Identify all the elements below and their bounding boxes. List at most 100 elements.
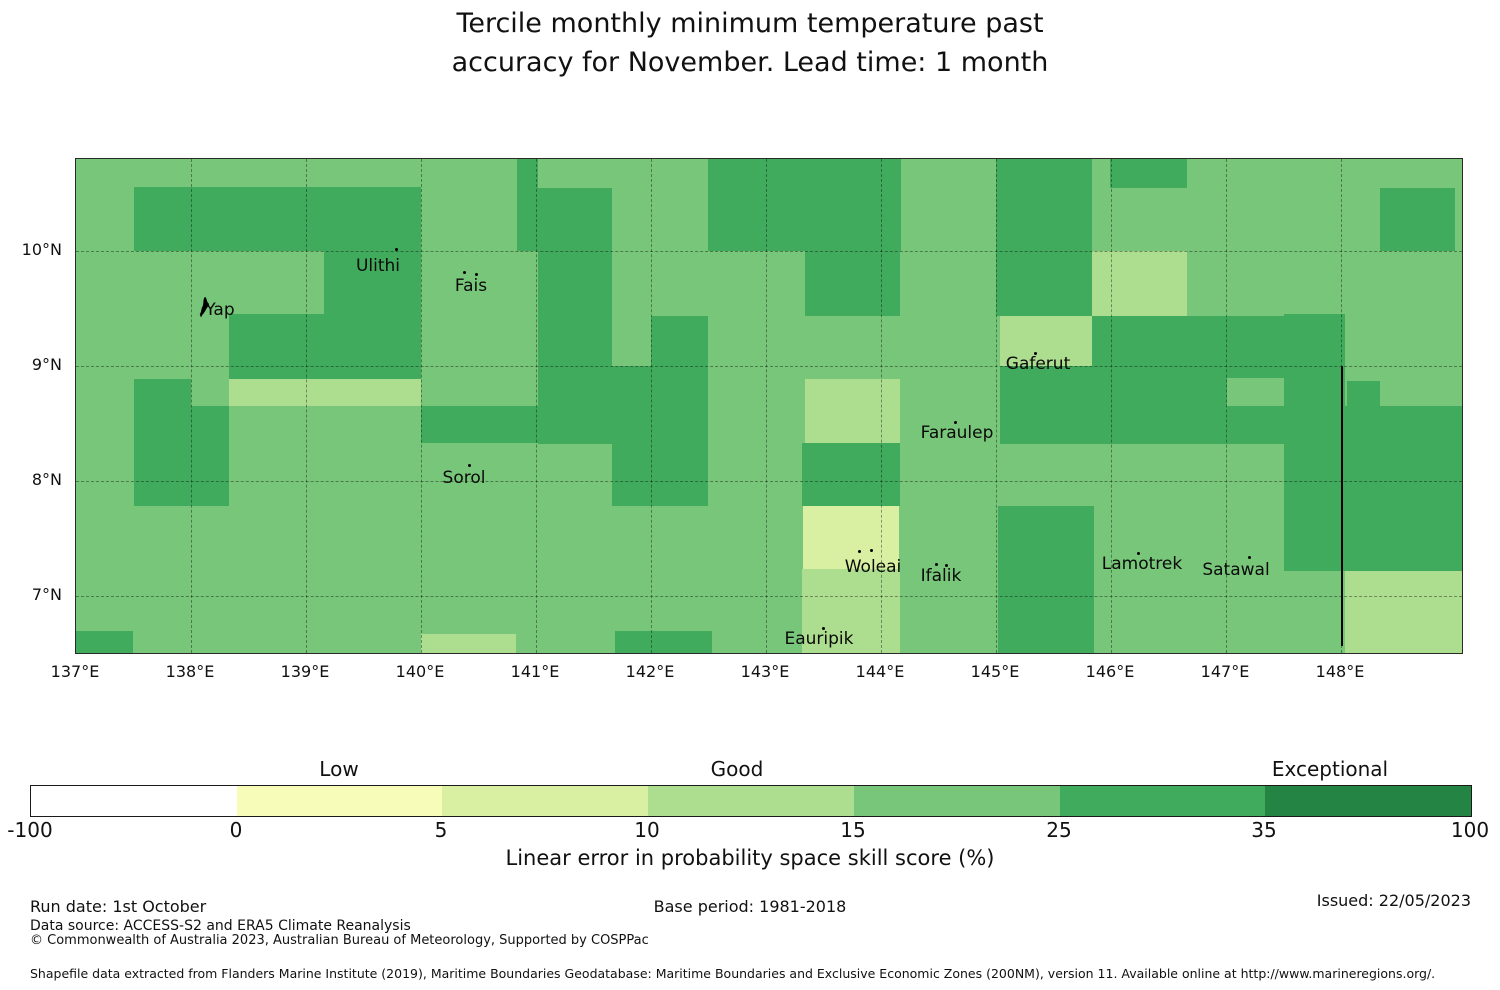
map-cell	[1000, 366, 1092, 444]
shapefile-note-text: Shapefile data extracted from Flanders M…	[30, 966, 1436, 981]
colorbar-category-label: Good	[710, 757, 764, 781]
map-cell	[134, 379, 191, 506]
colorbar-tick-label: 100	[1450, 818, 1490, 842]
y-tick-label: 7°N	[31, 585, 62, 604]
island-dot-icon	[1034, 352, 1037, 355]
island-label-satawal: Satawal	[1202, 560, 1270, 580]
map-cell	[229, 314, 421, 379]
map-cell	[1092, 251, 1187, 316]
x-tick-label: 142°E	[625, 662, 675, 681]
latitude-gridline	[76, 481, 1462, 482]
map-cell	[996, 159, 1092, 316]
chart-title-line1: Tercile monthly minimum temperature past	[456, 8, 1044, 39]
map-cell	[421, 406, 538, 443]
colorbar-tick-label: 15	[840, 818, 866, 842]
x-tick-label: 143°E	[740, 662, 790, 681]
map-cell	[1000, 316, 1092, 366]
x-axis: 137°E 138°E 139°E 140°E 141°E 142°E 143°E 144°E…	[51, 662, 1461, 686]
island-dot-icon	[870, 549, 873, 552]
colorbar-segment	[853, 786, 1060, 816]
colorbar-tick-label: 25	[1046, 818, 1072, 842]
copyright-text: © Commonwealth of Australia 2023, Austra…	[30, 933, 649, 948]
island-label-yap: Yap	[205, 300, 235, 320]
latitude-gridline	[76, 366, 1462, 367]
map-cell	[538, 366, 708, 444]
longitude-gridline	[651, 159, 652, 653]
colorbar-tick-label: 5	[434, 818, 448, 842]
longitude-gridline	[1111, 159, 1112, 653]
island-label-fais: Fais	[454, 276, 488, 296]
map-cell	[615, 631, 712, 653]
map-cell	[1227, 406, 1284, 444]
map-cell	[802, 569, 900, 653]
island-label-woleai: Woleai	[844, 557, 902, 577]
map-cell	[802, 443, 900, 506]
island-dot-icon	[935, 563, 938, 566]
x-tick-label: 148°E	[1315, 662, 1365, 681]
colorbar-axis-label: Linear error in probability space skill …	[505, 846, 995, 870]
colorbar-tick-label: -100	[7, 818, 53, 842]
map-cell	[1092, 316, 1227, 444]
map-cell	[1347, 381, 1380, 406]
island-dot-icon	[1137, 552, 1140, 555]
map-cell	[1110, 159, 1187, 188]
run-date-text: Run date: 1st October	[30, 897, 207, 916]
map-cell	[1227, 316, 1284, 378]
colorbar-categories: Low Good Exceptional	[30, 757, 1470, 783]
x-tick-label: 145°E	[970, 662, 1020, 681]
y-tick-label: 8°N	[31, 470, 62, 489]
island-label-sorol: Sorol	[442, 468, 486, 488]
longitude-gridline	[766, 159, 767, 653]
data-source-text: Data source: ACCESS-S2 and ERA5 Climate …	[30, 918, 411, 934]
y-tick-label: 10°N	[21, 240, 62, 259]
island-dot-icon	[475, 273, 478, 276]
island-label-eauripik: Eauripik	[784, 629, 854, 649]
map-cell	[708, 159, 901, 251]
map-cell	[517, 159, 538, 251]
map-cell	[324, 251, 421, 314]
map-cell	[651, 316, 708, 366]
longitude-gridline	[191, 159, 192, 653]
map-cell	[76, 631, 133, 653]
map-cell	[998, 506, 1094, 653]
colorbar-tick-label: 10	[634, 818, 660, 842]
map-cell	[803, 506, 899, 573]
island-label-faraulep: Faraulep	[920, 423, 994, 443]
map-cell	[805, 251, 900, 316]
map-cell	[1345, 571, 1462, 653]
island-dot-icon	[395, 248, 398, 251]
yap-island-icon	[198, 296, 212, 322]
map-cell	[229, 379, 421, 406]
x-tick-label: 139°E	[280, 662, 330, 681]
island-dot-icon	[954, 421, 957, 424]
map-cell	[134, 187, 421, 251]
island-dot-icon	[463, 271, 466, 274]
longitude-gridline	[996, 159, 997, 653]
eez-boundary-line	[1341, 366, 1343, 646]
map-cell	[421, 634, 516, 653]
longitude-gridline	[881, 159, 882, 653]
colorbar-category-label: Low	[319, 757, 359, 781]
y-axis: 10°N 9°N 8°N 7°N	[0, 158, 70, 652]
x-tick-label: 140°E	[395, 662, 445, 681]
colorbar-segment	[648, 786, 854, 816]
issued-date-text: Issued: 22/05/2023	[1316, 891, 1471, 910]
map-cell	[805, 379, 900, 443]
island-label-ifalik: Ifalik	[920, 566, 962, 586]
x-tick-label: 147°E	[1200, 662, 1250, 681]
colorbar-tick-label: 0	[229, 818, 243, 842]
map-cell	[1284, 314, 1345, 571]
longitude-gridline	[536, 159, 537, 653]
base-period-text: Base period: 1981-2018	[653, 897, 847, 916]
island-dot-icon	[468, 464, 471, 467]
x-tick-label: 146°E	[1085, 662, 1135, 681]
map-cell	[1345, 406, 1462, 571]
latitude-gridline	[76, 251, 1462, 252]
island-dot-icon	[822, 627, 825, 630]
island-dot-icon	[1248, 556, 1251, 559]
colorbar	[30, 785, 1472, 817]
chart-title: Tercile monthly minimum temperature past…	[0, 4, 1500, 82]
colorbar-segment	[1265, 786, 1472, 816]
map-cell	[538, 188, 612, 366]
map-cell	[191, 406, 229, 506]
